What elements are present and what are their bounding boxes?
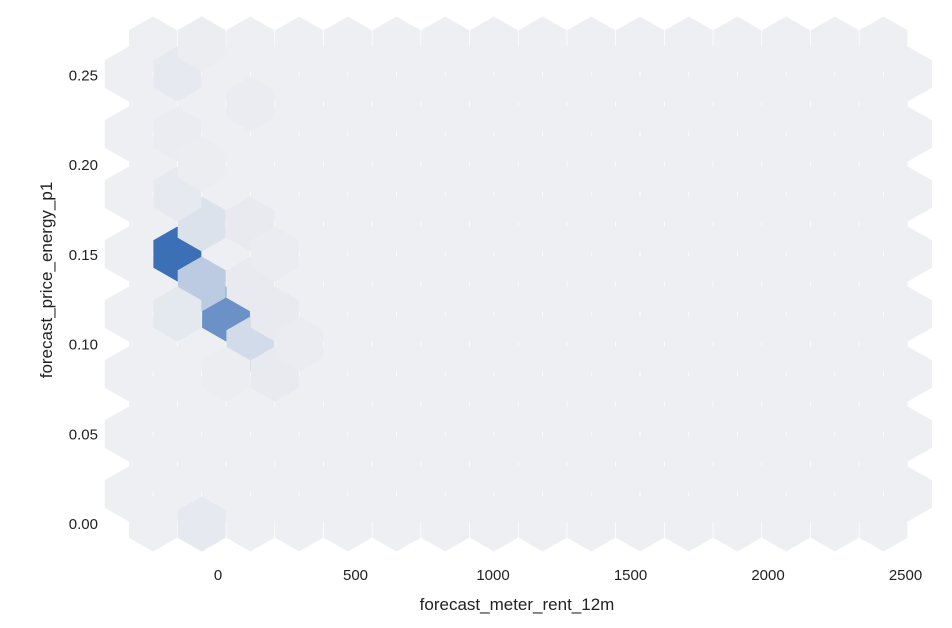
hexbin-cell-filled — [202, 346, 251, 402]
hexbin-cell — [762, 16, 811, 72]
hexbin-cell — [713, 16, 762, 72]
hexbin-cell — [616, 16, 664, 72]
x-tick-label: 500 — [343, 567, 368, 584]
hexbin-cell — [859, 16, 908, 72]
hexbin-cell — [323, 16, 372, 72]
hexbin-cell — [226, 16, 275, 72]
hexbin-cell-filled — [250, 226, 299, 282]
y-tick-label: 0.25 — [69, 67, 98, 84]
hexbin-cell — [372, 16, 421, 72]
hexbin-cell — [810, 16, 859, 72]
y-tick-label: 0.10 — [69, 337, 98, 354]
x-tick-label: 2000 — [751, 567, 784, 584]
x-tick-label: 1000 — [476, 567, 509, 584]
hexbin-cell-filled — [177, 16, 226, 72]
x-tick-label: 0 — [214, 567, 222, 584]
y-tick-label: 0.20 — [69, 157, 98, 174]
x-tick-label: 1500 — [614, 567, 647, 584]
hexbin-plot-area — [104, 16, 932, 552]
x-axis-label: forecast_meter_rent_12m — [420, 595, 615, 614]
hexbin-cell — [567, 16, 616, 72]
hexbin-cell-filled — [177, 136, 226, 192]
hexbin-cell — [664, 16, 713, 72]
x-tick-label: 2500 — [889, 567, 922, 584]
x-axis-ticks: 0 500 1000 1500 2000 2500 — [214, 567, 922, 584]
hexbin-cell-filled — [275, 316, 324, 372]
y-tick-label: 0.05 — [69, 426, 98, 443]
y-axis-label: forecast_price_energy_p1 — [37, 182, 56, 379]
y-tick-label: 0.00 — [69, 516, 98, 533]
hexbin-cell — [469, 16, 518, 72]
hexbin-cell — [518, 16, 567, 72]
hexbin-cell — [421, 16, 470, 72]
hexbin-cell-filled — [226, 76, 275, 132]
hexbin-cell-filled — [177, 496, 226, 552]
hexbin-cell-filled — [153, 286, 202, 342]
y-axis-ticks: 0.00 0.05 0.10 0.15 0.20 0.25 — [69, 67, 98, 533]
hexbin-cell — [275, 16, 324, 72]
y-tick-label: 0.15 — [69, 247, 98, 264]
